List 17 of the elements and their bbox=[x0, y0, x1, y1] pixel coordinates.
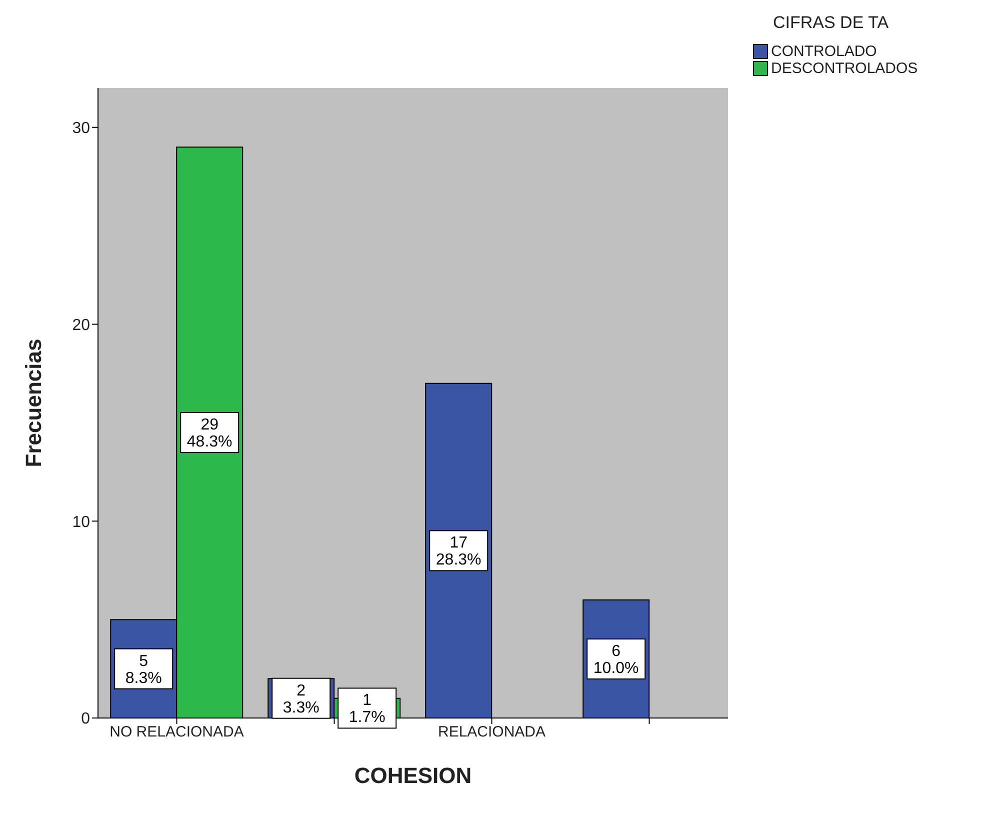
legend-label: CONTROLADO bbox=[771, 43, 877, 60]
x-tick-label: RELACIONADA bbox=[438, 724, 546, 741]
data-label: 2 3.3% bbox=[282, 682, 320, 716]
x-axis-title: COHESION bbox=[354, 763, 472, 788]
legend-title: CIFRAS DE TA bbox=[773, 13, 890, 33]
data-label: 5 8.3% bbox=[125, 652, 162, 687]
data-label: 29 48.3% bbox=[186, 416, 232, 451]
x-tick-label: NO RELACIONADA bbox=[110, 724, 244, 741]
y-tick-label: 10 bbox=[72, 514, 90, 531]
y-tick-label: 20 bbox=[72, 316, 90, 334]
data-label: 1 1.7% bbox=[348, 692, 386, 726]
y-axis-title: Frecuencias bbox=[20, 338, 46, 468]
y-tick-label: 30 bbox=[72, 120, 90, 138]
legend-label: DESCONTROLADOS bbox=[771, 60, 918, 77]
data-label: 6 10.0% bbox=[593, 642, 639, 677]
data-label: 17 28.3% bbox=[436, 534, 482, 569]
y-tick-label: 0 bbox=[81, 710, 90, 728]
